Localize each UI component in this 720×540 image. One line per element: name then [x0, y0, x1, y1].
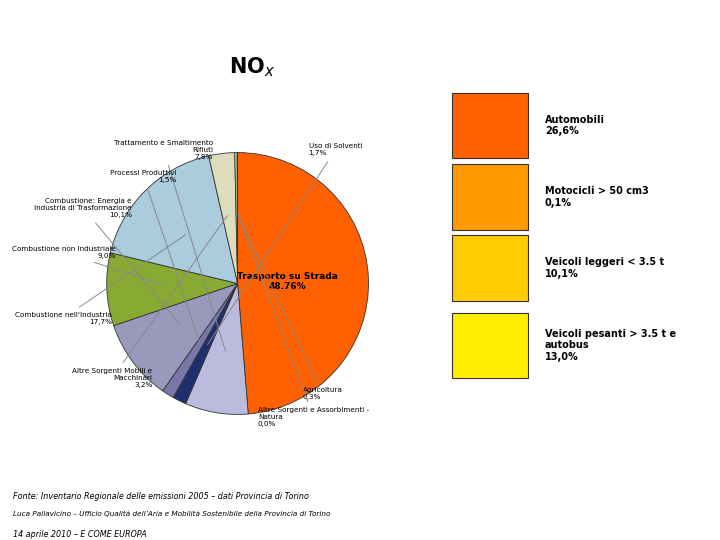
Wedge shape — [209, 153, 238, 284]
Text: NO$_x$: NO$_x$ — [229, 55, 275, 79]
Text: Fonte: Inventario Regionale delle emissioni 2005 – dati Provincia di Torino: Fonte: Inventario Regionale delle emissi… — [13, 492, 309, 501]
Bar — [452, 93, 528, 158]
Text: Luca Pallavicino – Ufficio Qualità dell’Aria e Mobilità Sostenibile della Provin: Luca Pallavicino – Ufficio Qualità dell’… — [13, 510, 330, 517]
Bar — [452, 164, 528, 230]
Wedge shape — [163, 284, 238, 397]
Wedge shape — [107, 253, 238, 326]
Text: Combustione nell'Industria
17,7%: Combustione nell'Industria 17,7% — [15, 235, 186, 325]
Text: Altre Sorgenti Mobili e
Macchinari
3,2%: Altre Sorgenti Mobili e Macchinari 3,2% — [72, 215, 228, 388]
Text: Altre Sorgenti e Assorbimenti -
Natura
0,0%: Altre Sorgenti e Assorbimenti - Natura 0… — [238, 215, 369, 427]
Text: Processi Produttivi
1,5%: Processi Produttivi 1,5% — [110, 170, 199, 341]
Text: Agricoltura
0,3%: Agricoltura 0,3% — [238, 215, 343, 400]
Text: Uso di Solventi
1,7%: Uso di Solventi 1,7% — [207, 144, 362, 345]
Wedge shape — [110, 156, 238, 284]
Wedge shape — [235, 153, 238, 284]
Bar — [452, 235, 528, 301]
Wedge shape — [114, 284, 238, 391]
Text: 14 aprile 2010 – E COME EUROPA: 14 aprile 2010 – E COME EUROPA — [13, 530, 147, 539]
Bar — [452, 313, 528, 378]
Text: Motocicli > 50 cm3
0,1%: Motocicli > 50 cm3 0,1% — [545, 186, 649, 207]
Text: Automobili
26,6%: Automobili 26,6% — [545, 114, 605, 136]
Text: Veicoli pesanti > 3.5 t e
autobus
13,0%: Veicoli pesanti > 3.5 t e autobus 13,0% — [545, 329, 676, 362]
Wedge shape — [238, 153, 369, 414]
Text: Combustione non Industriale
9,0%: Combustione non Industriale 9,0% — [12, 246, 164, 286]
Text: Trattamento e Smaltimento
Rifiuti
7,8%: Trattamento e Smaltimento Rifiuti 7,8% — [114, 140, 225, 350]
Text: NORMATIVA EUROPEA – MOBILITÀ: NORMATIVA EUROPEA – MOBILITÀ — [11, 18, 299, 32]
Text: Trasporto su Strada
48.76%: Trasporto su Strada 48.76% — [237, 272, 338, 291]
Wedge shape — [173, 284, 238, 403]
Text: Veicoli leggeri < 3.5 t
10,1%: Veicoli leggeri < 3.5 t 10,1% — [545, 258, 664, 279]
Text: Combustione: Energia e
Industria di Trasformazione
10,1%: Combustione: Energia e Industria di Tras… — [35, 198, 179, 324]
Wedge shape — [186, 284, 248, 414]
